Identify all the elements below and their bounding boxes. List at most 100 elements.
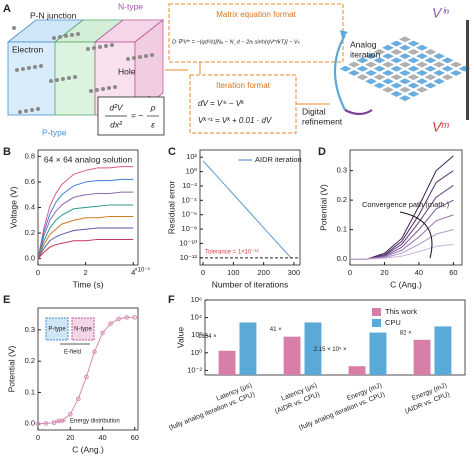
- array-cell: [382, 53, 394, 60]
- label: P-N junction: [30, 10, 77, 20]
- ratio-annotation: 82 ×: [400, 331, 412, 337]
- series-line: [350, 214, 454, 260]
- carrier: [76, 32, 80, 36]
- carrier: [107, 86, 111, 90]
- y-tick-label: 0.6: [25, 177, 35, 186]
- array-cell: [399, 44, 411, 51]
- carrier: [49, 79, 53, 83]
- carrier: [24, 109, 28, 113]
- array-cell: [356, 74, 369, 81]
- y-tick-label: 10⁶: [191, 295, 202, 304]
- array-cell: [441, 74, 454, 81]
- carrier: [52, 36, 56, 40]
- series-line: [37, 215, 134, 259]
- y-tick-label: 0.2: [25, 228, 35, 237]
- array-cell: [433, 53, 445, 60]
- array-cell: [407, 40, 420, 47]
- carrier: [27, 66, 31, 70]
- series-line: [202, 160, 292, 259]
- inset-label: N-type: [74, 327, 92, 333]
- x-tick-label: 2: [84, 268, 88, 277]
- x-tick-label: 300: [288, 268, 301, 277]
- annotation: Convergence path (math.): [362, 200, 450, 209]
- x-tick-label: 20: [380, 268, 388, 277]
- marker: [124, 315, 130, 320]
- array-cell: [407, 65, 420, 72]
- series-line: [350, 184, 454, 260]
- legend-label: CPU: [385, 318, 401, 327]
- carrier: [61, 77, 65, 81]
- carrier: [36, 107, 40, 111]
- array-cell: [373, 82, 386, 89]
- array-cell: [390, 40, 403, 47]
- array-cell: [433, 70, 445, 76]
- bar: [218, 350, 236, 375]
- carrier: [150, 53, 154, 57]
- array-cell: [416, 53, 428, 60]
- carriers: [12, 26, 154, 114]
- carrier: [138, 55, 142, 59]
- x-multiplier: ×10⁻⁵: [134, 267, 150, 274]
- label: Vᵐ: [432, 119, 449, 135]
- label: Vⁱⁿ: [432, 5, 449, 21]
- label: refinement: [302, 116, 343, 126]
- array-cell: [416, 70, 428, 76]
- array-cell: [433, 61, 445, 68]
- series-line: [37, 316, 135, 425]
- carrier: [126, 57, 130, 61]
- x-tick-label: 60: [131, 433, 139, 442]
- arrow-head: [340, 30, 348, 38]
- x-axis-label: C (Ang.): [72, 444, 104, 454]
- y-tick-label: 0.2: [337, 195, 347, 204]
- inset-label: E-field: [64, 350, 81, 356]
- panel-label: E: [3, 294, 10, 306]
- y-tick-label: 10⁻¹²: [180, 253, 198, 262]
- x-tick-label: 0: [36, 268, 40, 277]
- inset-p: [45, 317, 69, 341]
- y-tick-label: 0.2: [25, 356, 35, 365]
- array-cell: [373, 74, 386, 81]
- array-cell: [399, 78, 411, 85]
- panel-label: C: [168, 146, 176, 158]
- marker: [84, 374, 89, 380]
- marker: [43, 421, 49, 426]
- y-tick-label: 10⁻⁸: [182, 224, 197, 233]
- convergence-arrow: [399, 211, 433, 259]
- array-cell: [407, 82, 420, 89]
- marker: [76, 396, 81, 402]
- array-cell: [399, 70, 411, 76]
- y-tick-label: 0.1: [25, 387, 35, 396]
- y-tick-label: 10⁻⁶: [182, 210, 197, 219]
- array-cell: [382, 78, 394, 85]
- y-tick-label: 10⁻⁴: [181, 195, 197, 204]
- marker: [67, 412, 73, 417]
- y-tick-label: 10⁻²: [182, 181, 197, 190]
- array-cell: [399, 86, 411, 93]
- array-cell: [365, 78, 377, 85]
- carrier: [12, 26, 16, 30]
- array-cell: [424, 74, 437, 81]
- legend-swatch: [372, 319, 381, 327]
- x-tick-label: 60: [449, 268, 457, 277]
- equation: ρ: [150, 102, 156, 112]
- y-axis-label: Potential (V): [6, 345, 16, 392]
- equation: d²V: [109, 102, 124, 112]
- array-cell: [424, 57, 437, 64]
- y-axis-label: Value: [175, 327, 185, 348]
- array-cell: [450, 61, 462, 68]
- y-tick-label: 10²: [186, 152, 197, 161]
- x-tick-label: 40: [415, 268, 423, 277]
- array-cell: [441, 65, 454, 72]
- legend-label: AIDR iteration: [255, 155, 302, 164]
- y-tick-label: 10⁻¹⁰: [179, 238, 197, 247]
- plot-frame: [349, 149, 463, 266]
- carrier: [110, 43, 114, 47]
- y-tick-label: 10⁻²: [187, 365, 202, 374]
- x-axis-label: Number of iterations: [212, 279, 289, 289]
- y-tick-label: 0.0: [337, 254, 347, 263]
- label: N-type: [118, 1, 143, 11]
- bar: [239, 322, 257, 375]
- y-tick-label: 0.0: [25, 254, 35, 263]
- equation: Vᵏ⁺¹ = Vᵏ + 0.01 · dV: [198, 116, 272, 125]
